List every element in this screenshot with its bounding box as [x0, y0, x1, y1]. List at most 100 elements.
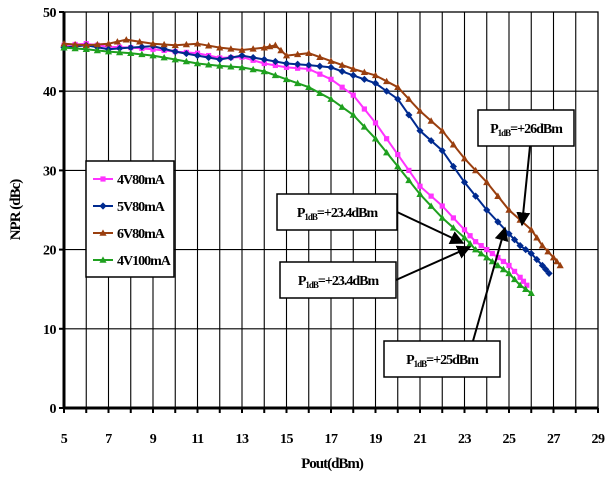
annotation-p1db-2: P1dB=+23.4dBm	[276, 193, 465, 244]
data-point	[261, 60, 267, 67]
data-point	[193, 59, 202, 67]
data-point	[450, 215, 456, 221]
data-point	[122, 36, 130, 43]
annotation-arrow	[396, 211, 465, 244]
data-point	[416, 190, 424, 197]
data-point	[349, 71, 357, 79]
data-point	[394, 162, 402, 170]
data-point	[384, 136, 390, 142]
data-point	[327, 95, 335, 102]
data-point	[216, 55, 224, 64]
data-point	[328, 76, 334, 82]
data-point	[260, 55, 268, 64]
data-point	[394, 83, 402, 91]
data-point	[171, 48, 179, 56]
data-point	[193, 51, 202, 60]
data-point	[249, 45, 257, 52]
annotation-text: P1dB=+23.4dBm	[298, 274, 380, 290]
data-point	[82, 41, 90, 49]
data-point	[510, 236, 519, 244]
data-point	[516, 281, 524, 289]
data-point	[405, 111, 413, 119]
data-point	[549, 253, 558, 261]
data-point	[494, 261, 502, 269]
annotation-text: P1dB=+26dBm	[490, 122, 563, 138]
y-tick-label: 0	[50, 402, 57, 417]
annotation-arrow	[395, 245, 472, 281]
data-point	[460, 178, 469, 186]
data-point	[295, 65, 301, 71]
data-point	[104, 48, 113, 55]
data-point	[238, 51, 246, 60]
data-point	[71, 40, 79, 48]
data-point	[394, 95, 402, 103]
data-point	[427, 117, 435, 124]
series-4V100mA	[60, 44, 535, 296]
data-point	[227, 53, 235, 62]
data-point	[360, 123, 368, 130]
data-point	[182, 49, 190, 58]
annotation-text: P1dB=+23.4dBm	[297, 206, 379, 222]
legend-marker	[99, 229, 107, 236]
data-point	[477, 249, 485, 257]
data-point	[461, 227, 468, 233]
data-point	[483, 206, 491, 214]
x-tick-label: 27	[547, 432, 561, 447]
data-point	[71, 44, 79, 52]
data-point	[294, 50, 302, 58]
data-point	[527, 289, 535, 296]
x-tick-label: 23	[458, 432, 472, 447]
data-point	[60, 40, 68, 47]
data-point	[499, 265, 508, 273]
legend-item-4V80mA: 4V80mA	[93, 173, 167, 188]
data-point	[93, 46, 101, 54]
data-point	[294, 79, 302, 87]
data-point	[522, 246, 530, 254]
data-point	[305, 61, 313, 69]
data-point	[533, 234, 541, 241]
data-point	[227, 63, 235, 70]
data-point	[260, 67, 268, 75]
data-point	[316, 62, 324, 70]
y-tick-label: 10	[43, 323, 57, 338]
x-axis-label: Pout(dBm)	[301, 456, 364, 472]
data-point	[116, 48, 124, 56]
x-tick-label: 9	[150, 432, 157, 447]
legend-label: 5V80mA	[117, 200, 166, 215]
data-point	[428, 193, 434, 199]
data-point	[338, 67, 346, 75]
data-point	[104, 40, 113, 47]
data-point	[545, 269, 553, 277]
data-point	[372, 120, 379, 126]
data-point	[438, 147, 446, 155]
data-point	[383, 148, 391, 156]
x-tick-label: 21	[414, 432, 428, 447]
x-tick-label: 11	[191, 432, 204, 447]
data-point	[524, 282, 530, 288]
series-5V80mA	[60, 41, 553, 277]
data-point	[283, 64, 290, 71]
legend-label: 6V80mA	[117, 227, 166, 242]
data-point	[472, 246, 480, 253]
data-point	[494, 218, 502, 226]
annotation-p1db-3: P1dB=+23.4dBm	[279, 245, 472, 299]
data-point	[338, 103, 346, 110]
data-point	[127, 49, 135, 56]
data-point	[282, 75, 291, 83]
data-point	[316, 53, 324, 60]
data-point	[350, 92, 356, 98]
data-point	[171, 41, 179, 49]
data-point	[271, 41, 279, 49]
data-point	[182, 40, 190, 48]
data-point	[505, 206, 513, 213]
data-point	[556, 261, 564, 269]
annotations: P1dB=+26dBm P1dB=+23.4dBm P1dB=+23.4dBm P1d…	[276, 109, 575, 378]
data-point	[371, 135, 380, 142]
data-point	[149, 40, 157, 47]
data-point	[449, 162, 457, 171]
data-point	[349, 111, 357, 118]
data-point	[505, 230, 513, 238]
x-tick-label: 13	[236, 432, 250, 447]
data-point	[449, 141, 457, 148]
